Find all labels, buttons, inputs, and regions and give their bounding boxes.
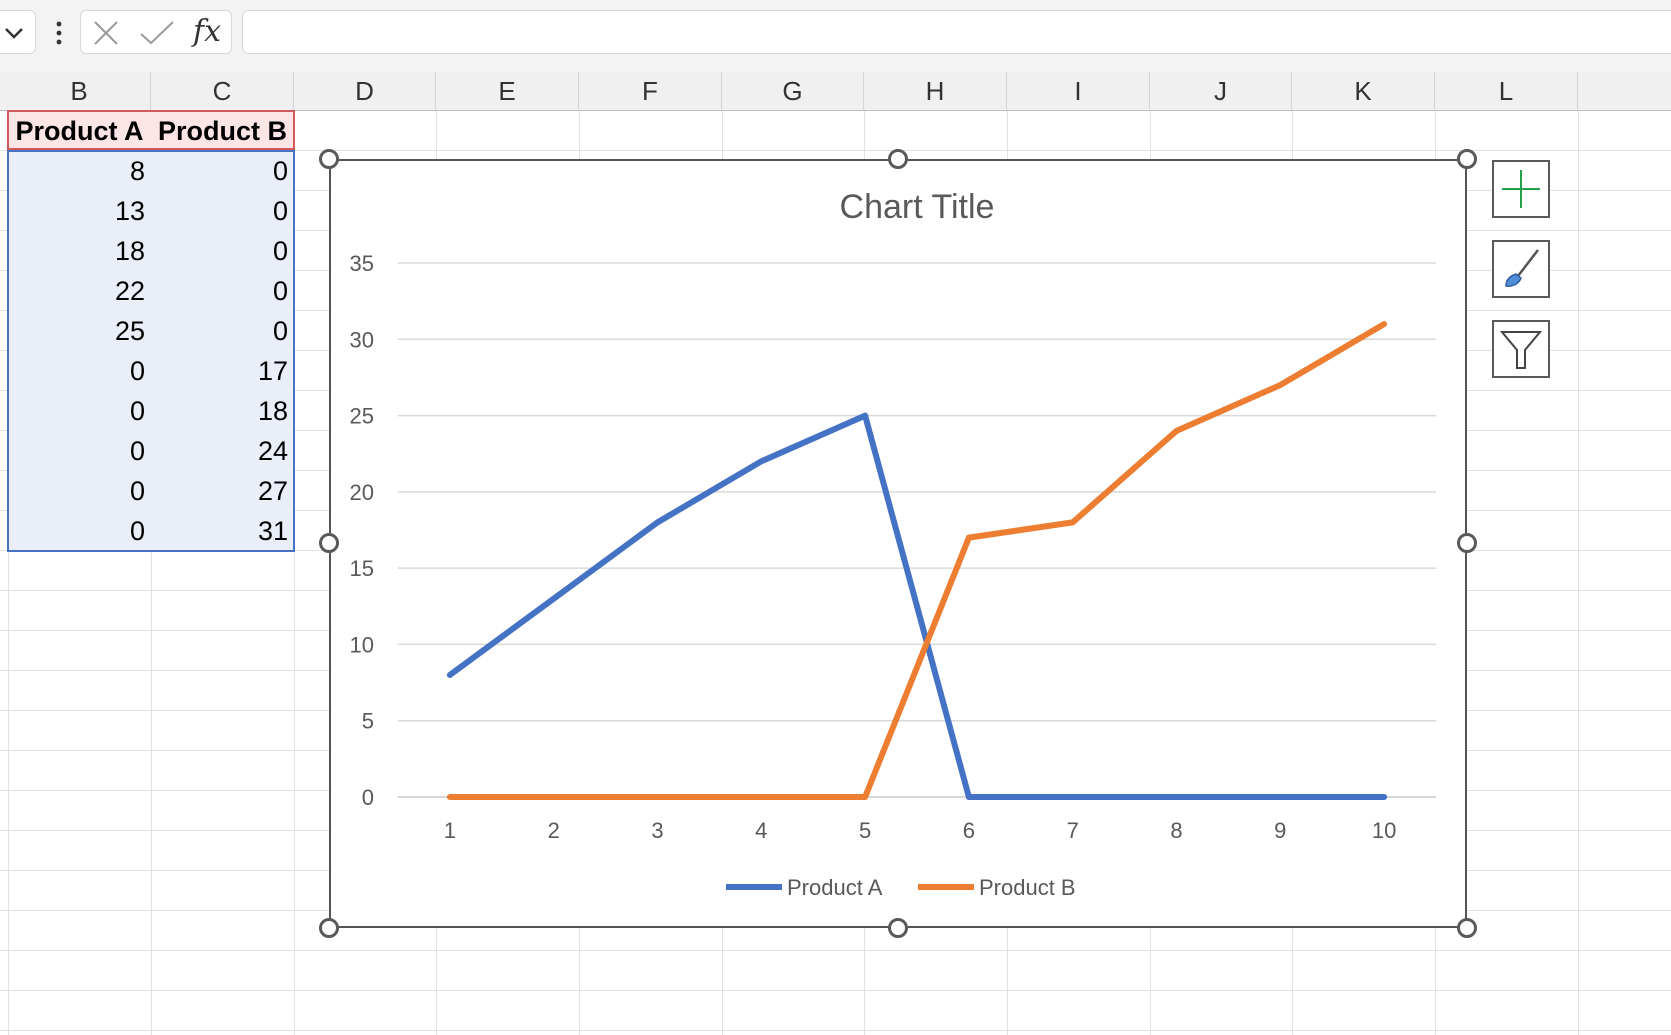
column-header-h[interactable]: H [864,72,1007,110]
cell-product-b[interactable]: 0 [151,271,294,311]
cell-product-b[interactable]: 24 [151,431,294,471]
cell-product-b[interactable]: 27 [151,471,294,511]
cell-product-b[interactable]: 0 [151,191,294,231]
x-tick-label: 8 [1170,818,1182,843]
resize-handle-bottom-right[interactable] [1457,918,1477,938]
insert-function-button[interactable]: fx [193,14,222,49]
cell-product-b[interactable]: 17 [151,351,294,391]
column-header-c[interactable]: C [151,72,294,110]
y-tick-label: 10 [350,632,374,657]
name-box-dropdown[interactable] [0,10,36,54]
x-tick-label: 3 [651,818,663,843]
brush-icon [1505,249,1539,287]
cell-product-a[interactable]: 8 [8,151,151,191]
column-header-d[interactable]: D [294,72,436,110]
chart-filters-button[interactable] [1492,320,1550,378]
filter-icon [1499,331,1543,369]
x-tick-label: 5 [859,818,871,843]
cell-product-b[interactable]: 31 [151,511,294,551]
series-line-product-a [446,412,1388,800]
formula-bar-area: fx [0,0,1671,72]
chart-title: Chart Title [840,188,995,226]
x-tick-label: 6 [963,818,975,843]
cell-product-a[interactable]: 0 [8,471,151,511]
cell-product-a[interactable]: 0 [8,431,151,471]
cell-product-b[interactable]: 18 [151,391,294,431]
check-icon[interactable] [139,20,175,46]
column-header-j[interactable]: J [1150,72,1292,110]
formula-actions: fx [80,10,232,54]
x-tick-label: 9 [1274,818,1286,843]
column-headers: B C D E F G H I J K L [0,72,1671,111]
formula-input[interactable] [242,10,1671,54]
resize-handle-bottom-left[interactable] [319,918,339,938]
column-header-e[interactable]: E [436,72,579,110]
resize-handle-right[interactable] [1457,533,1477,553]
plus-icon [1502,170,1540,208]
cancel-icon[interactable] [91,20,121,46]
header-cell-product-a[interactable]: Product A [8,111,151,151]
resize-handle-top[interactable] [888,149,908,169]
column-header-f[interactable]: F [579,72,722,110]
x-tick-label: 4 [755,818,767,843]
series-line-product-b [446,321,1388,800]
header-cell-product-b[interactable]: Product B [151,111,294,151]
chevron-down-icon [5,28,23,39]
y-tick-label: 15 [350,556,374,581]
cell-product-a[interactable]: 13 [8,191,151,231]
cell-product-a[interactable]: 22 [8,271,151,311]
cell-product-a[interactable]: 0 [8,351,151,391]
x-tick-label: 7 [1067,818,1079,843]
column-header-g[interactable]: G [722,72,864,110]
resize-handle-top-right[interactable] [1457,149,1477,169]
cell-product-b[interactable]: 0 [151,151,294,191]
x-tick-label: 1 [444,818,456,843]
chart-elements-button[interactable] [1492,160,1550,218]
column-header-b[interactable]: B [8,72,151,110]
cell-product-a[interactable]: 0 [8,391,151,431]
chart-styles-button[interactable] [1492,240,1550,298]
x-tick-label: 2 [548,818,560,843]
resize-handle-top-left[interactable] [319,149,339,169]
cell-product-a[interactable]: 0 [8,511,151,551]
resize-handle-bottom[interactable] [888,918,908,938]
y-tick-label: 20 [350,480,374,505]
column-header-i[interactable]: I [1007,72,1150,110]
y-tick-label: 30 [350,327,374,352]
cell-product-a[interactable]: 18 [8,231,151,271]
cell-product-b[interactable]: 0 [151,311,294,351]
y-tick-label: 35 [350,251,374,276]
column-header-k[interactable]: K [1292,72,1435,110]
legend-label: Product B [979,875,1076,900]
y-tick-label: 25 [350,404,374,429]
legend-label: Product A [787,875,883,900]
y-tick-label: 5 [362,709,374,734]
y-tick-label: 0 [362,785,374,810]
cell-product-a[interactable]: 25 [8,311,151,351]
column-header-l[interactable]: L [1435,72,1578,110]
x-tick-label: 10 [1372,818,1396,843]
resize-handle-left[interactable] [319,533,339,553]
more-options-icon[interactable] [52,18,66,48]
cell-product-b[interactable]: 0 [151,231,294,271]
